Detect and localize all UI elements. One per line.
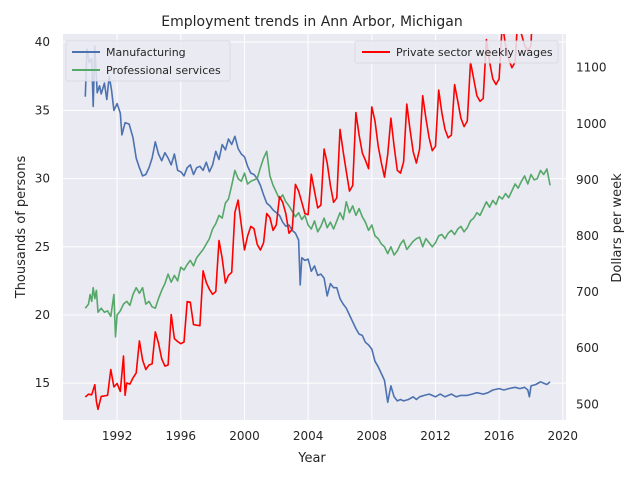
x-tick-label-2004: 2004 [293,429,324,443]
legend-wages-label: Private sector weekly wages [396,46,553,59]
chart-title: Employment trends in Ann Arbor, Michigan [161,14,462,30]
left-y-tick-label-35: 35 [35,103,50,117]
left-y-tick-label-25: 25 [35,240,50,254]
left-y-tick-label-15: 15 [35,376,50,390]
x-tick-label-2008: 2008 [357,429,388,443]
data-lines [84,34,551,411]
plot-area [63,34,566,420]
left-y-axis-label: Thousands of persons [14,156,29,300]
right-y-tick-label-800: 800 [576,229,599,243]
legend-manufacturing-label: Manufacturing [106,46,186,59]
left-y-tick-label-40: 40 [35,35,50,49]
left-y-tick-label-30: 30 [35,172,50,186]
right-y-tick-label-700: 700 [576,285,599,299]
left-y-tick-label-20: 20 [35,308,50,322]
right-y-tick-label-600: 600 [576,341,599,355]
legend-left-box [65,40,231,82]
x-axis-label: Year [297,451,326,466]
x-tick-label-2012: 2012 [420,429,451,443]
series-line-private-sector-weekly-wages [84,34,533,411]
x-tick-label-1992: 1992 [102,429,133,443]
left-y-axis: 15 20 25 30 35 40 [35,35,50,390]
right-y-axis: 500 600 700 800 900 1000 1100 [576,61,607,412]
legend-right: Private sector weekly wages [354,40,559,64]
right-y-tick-label-1000: 1000 [576,117,607,131]
x-tick-label-2020: 2020 [548,429,579,443]
x-tick-label-2016: 2016 [484,429,515,443]
right-y-axis-label: Dollars per week [610,173,625,283]
series-line-manufacturing [84,45,551,404]
right-y-tick-label-900: 900 [576,173,599,187]
x-tick-label-1996: 1996 [166,429,197,443]
legend-right-box [354,40,559,64]
right-y-tick-label-1100: 1100 [576,61,607,75]
legend-professional-services-label: Professional services [106,64,221,77]
right-y-tick-label-500: 500 [576,397,599,411]
series-line-professional-services [84,150,551,338]
legend-left: Manufacturing Professional services [65,40,231,82]
x-axis: 1992 1996 2000 2004 2008 2012 2016 2020 [102,429,578,443]
x-tick-label-2000: 2000 [229,429,260,443]
